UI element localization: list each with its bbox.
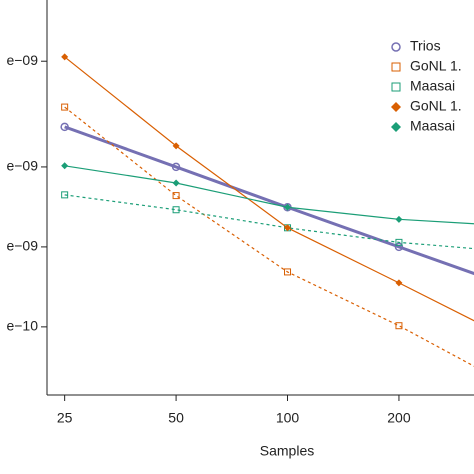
series-line: [64, 106, 474, 367]
y-tick-label: e−09: [6, 238, 38, 254]
x-tick-label: 200: [387, 410, 411, 426]
data-point: [172, 142, 180, 150]
data-point: [61, 162, 69, 170]
data-point: [172, 206, 180, 214]
legend-marker: [391, 122, 401, 132]
x-axis-label: Samples: [260, 443, 314, 459]
legend-marker: [391, 42, 401, 52]
data-point: [172, 179, 180, 187]
y-tick-label: e−09: [6, 52, 38, 68]
data-point: [61, 53, 69, 61]
legend-entry: GoNL 1.: [391, 98, 462, 114]
data-point: [394, 242, 404, 252]
legend-entry: Maasai: [391, 118, 455, 134]
legend-entry: Maasai: [391, 78, 455, 94]
legend-label: Trios: [410, 38, 441, 54]
y-tick-label: e−09: [6, 158, 38, 174]
legend-label: GoNL 1.: [410, 58, 462, 74]
series-line: [64, 194, 474, 250]
data-point: [284, 203, 292, 211]
legend-label: Maasai: [410, 78, 455, 94]
data-point: [172, 192, 180, 200]
x-tick-label: 100: [276, 410, 300, 426]
data-point: [395, 238, 403, 246]
data-point: [171, 162, 181, 172]
data-point: [61, 191, 69, 199]
legend-marker: [391, 62, 401, 72]
legend-label: Maasai: [410, 118, 455, 134]
data-point: [395, 322, 403, 330]
data-point: [395, 215, 403, 223]
plot-area: [60, 53, 474, 367]
legend-marker: [391, 82, 401, 92]
legend-label: GoNL 1.: [410, 98, 462, 114]
data-point: [284, 268, 292, 276]
legend-marker: [391, 102, 401, 112]
series-line: [64, 165, 474, 225]
y-tick-label: e−10: [6, 318, 38, 334]
data-point: [61, 103, 69, 111]
x-tick-label: 25: [57, 410, 73, 426]
series-line: [64, 125, 474, 276]
data-point: [284, 224, 292, 232]
x-tick-label: 50: [168, 410, 184, 426]
legend-entry: Trios: [391, 38, 441, 54]
data-point: [395, 279, 403, 287]
legend-entry: GoNL 1.: [391, 58, 462, 74]
data-point: [60, 122, 69, 132]
